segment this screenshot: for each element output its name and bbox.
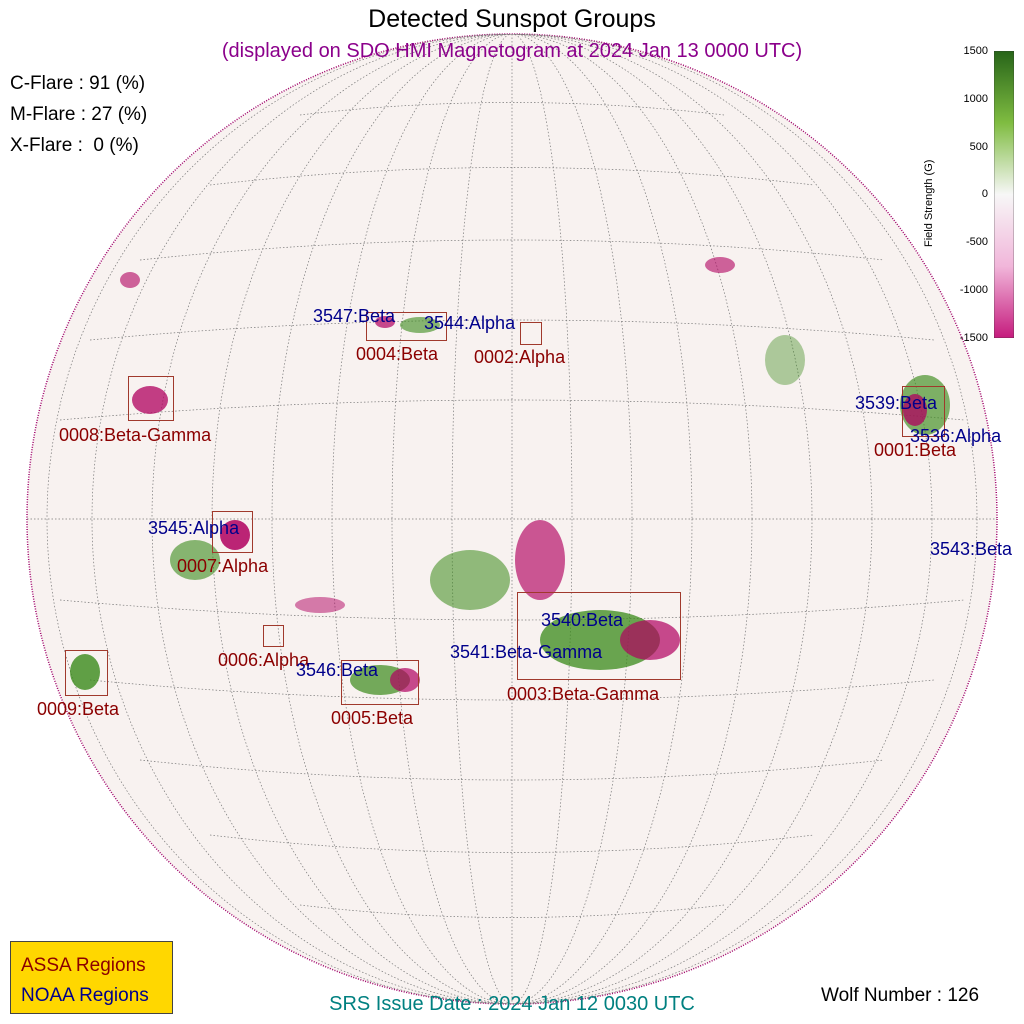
region-legend: ASSA Regions NOAA Regions [10, 941, 173, 1014]
legend-noaa: NOAA Regions [21, 985, 149, 1006]
noaa-region-label: 3546:Beta [296, 660, 379, 680]
noaa-region-label: 3543:Beta [930, 539, 1013, 559]
x-flare-probability: X-Flare : 0 (%) [10, 135, 139, 156]
region-box-0004 [366, 312, 447, 341]
assa-region-label: 0008:Beta-Gamma [59, 425, 212, 445]
c-flare-probability: C-Flare : 91 (%) [10, 73, 146, 94]
page-title: Detected Sunspot Groups [368, 5, 656, 33]
assa-region-label: 0006:Alpha [218, 650, 310, 670]
heliographic-grid [27, 34, 997, 1004]
assa-region-label: 0005:Beta [331, 708, 414, 728]
m-flare-probability: M-Flare : 27 (%) [10, 104, 148, 125]
assa-region-label: 0009:Beta [37, 699, 120, 719]
colorbar-tick: 0 [981, 188, 988, 200]
legend-assa: ASSA Regions [21, 955, 146, 976]
wolf-number: Wolf Number : 126 [821, 985, 980, 1006]
region-box-0009 [65, 650, 108, 696]
noaa-region-label: 3545:Alpha [148, 518, 240, 538]
noaa-region-label: 3536:Alpha [910, 426, 1002, 446]
region-box-0001 [902, 386, 945, 437]
region-box-0008 [128, 376, 174, 421]
colorbar-tick: -1500 [959, 332, 988, 344]
colorbar-tick: -1000 [959, 284, 988, 296]
noaa-region-label: 3541:Beta-Gamma [450, 642, 603, 662]
region-box-0006 [263, 625, 284, 647]
assa-region-label: 0004:Beta [356, 344, 439, 364]
region-box-0005 [341, 660, 419, 705]
assa-region-label: 0002:Alpha [474, 347, 566, 367]
colorbar-tick: 1500 [963, 45, 988, 57]
srs-issue-date: SRS Issue Date : 2024 Jan 12 0030 UTC [329, 993, 695, 1015]
noaa-region-label: 3547:Beta [313, 306, 396, 326]
noaa-region-label: 3544:Alpha [424, 313, 516, 333]
region-box-0002 [520, 322, 542, 345]
assa-region-label: 0003:Beta-Gamma [507, 684, 660, 704]
magnetic-field-patches [70, 257, 950, 695]
assa-region-label: 0001:Beta [874, 440, 957, 460]
region-box-0007 [212, 511, 253, 553]
region-box-0003 [517, 592, 681, 680]
page-subtitle: (displayed on SDO HMI Magnetogram at 202… [221, 40, 803, 62]
colorbar-label: Field Strength (G) [923, 159, 935, 247]
noaa-region-label: 3539:Beta [855, 393, 938, 413]
colorbar-tick: 500 [969, 141, 988, 153]
assa-region-label: 0007:Alpha [177, 556, 269, 576]
noaa-region-label: 3540:Beta [541, 610, 624, 630]
field-strength-colorbar [994, 51, 1014, 338]
colorbar-tick: 1000 [963, 93, 988, 105]
colorbar-tick: -500 [965, 236, 988, 248]
